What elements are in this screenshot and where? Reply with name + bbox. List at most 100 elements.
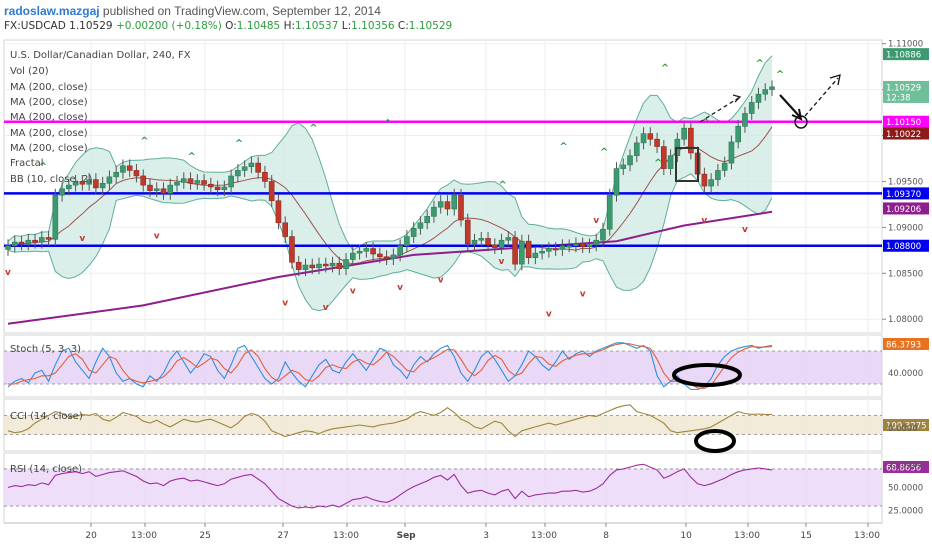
price-tag [883,90,929,103]
candle-body [282,222,289,237]
candle-body [5,245,11,250]
price-tag-label: 1.08800 [886,242,921,252]
candle [566,239,572,253]
x-tick-label: 13:00 [531,531,557,541]
candle [106,170,113,190]
candle [654,132,660,153]
stoch-value-tag [883,338,929,350]
candle [72,175,79,192]
low-value: 1.10356 [351,20,395,32]
candle [715,163,721,187]
low-label: L: [341,20,352,32]
candle-body [25,239,32,245]
candle [573,237,579,253]
candle-body [268,181,275,202]
fractal-down-marker: v [701,216,707,226]
candle-body [728,141,735,164]
candle [235,163,241,183]
author-link[interactable]: radoslaw.mazgaj [4,4,100,18]
candle-body [93,179,99,189]
ma200-line [7,210,773,325]
candle [228,169,234,194]
candle-body [221,186,228,191]
fractal-up-marker: ^ [188,151,196,162]
candle-body [593,239,600,246]
candle [167,178,174,200]
candle-body [579,243,586,247]
candle [390,248,397,266]
x-tick-label: 13:00 [854,531,880,541]
candle [661,140,667,176]
candle [397,239,403,262]
candle-body [390,254,397,259]
candle [11,235,18,253]
candle-body [586,244,593,247]
candle [282,216,289,243]
x-tick-label: 3 [483,531,489,541]
candle [519,234,525,271]
candle [126,159,133,177]
fractal-up-marker: ^ [384,118,392,129]
candle [539,244,545,260]
candle [742,107,748,133]
price-tag [883,80,929,93]
candle-body [404,236,410,247]
candle [99,176,106,195]
y-tick-label: 1.11000 [888,40,923,50]
candle [377,247,383,264]
fractal-down-marker: v [154,231,160,241]
cci-y-tick-label: 0.0000 [888,424,918,434]
bollinger-basis [7,126,773,265]
candle-body [742,113,748,127]
candle [187,172,194,190]
candle-body [120,165,126,173]
candle-body [241,166,248,171]
bollinger-lower [7,173,773,312]
candle-body [86,179,92,185]
x-tick-label: 25 [199,531,210,541]
rsi-label: RSI (14, close) [10,464,83,475]
candle [153,182,160,198]
candle-body [451,194,458,210]
price-tag-label: 1.10886 [886,51,921,61]
price-tag-label: 1.09370 [886,190,921,200]
fractal-up-marker: ^ [755,59,763,70]
candle-body [471,239,478,245]
candle [316,257,322,275]
candle-body [59,188,65,196]
candle-body [309,264,316,269]
candle [437,195,444,214]
fractal-up-marker: ^ [701,117,709,128]
candle-body [478,238,485,241]
candle-body [512,237,518,265]
open-label: O: [225,20,237,32]
x-tick-label: 8 [603,531,609,541]
candle [194,174,201,190]
candle [147,178,153,198]
x-tick-label: 13:00 [131,531,157,541]
candle-body [735,126,741,143]
chart-title: U.S. Dollar/Canadian Dollar, 240, FX [10,50,191,61]
candle [160,182,167,200]
candle-body [661,146,667,169]
candle-body [329,262,336,267]
stoch-value-tag-label: 86.3793 [886,341,921,351]
candle-body [316,263,322,269]
candle [593,233,600,252]
candle-body [444,201,451,210]
candle [302,258,309,277]
candle-body [485,238,491,246]
candle [86,173,92,191]
annotation-dashed-arrowhead-2 [829,74,841,86]
candle-body [343,259,349,270]
candle [52,188,59,246]
candle-body [153,188,160,191]
x-tick-label: 20 [85,531,97,541]
annotation-solid-arrow [779,94,801,118]
candle-body [620,164,627,169]
candle-body [208,183,214,188]
legend-item-vol: Vol (20) [10,66,49,77]
candle [404,230,410,253]
candle [25,233,32,251]
